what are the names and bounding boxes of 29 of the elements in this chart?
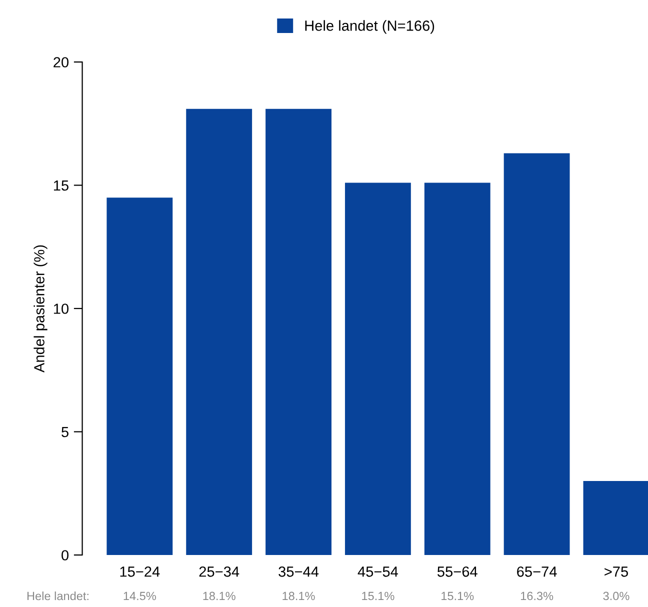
data-label: 3.0% — [603, 592, 630, 600]
y-tick-label: 10 — [54, 304, 69, 314]
data-label: 18.1% — [203, 592, 236, 600]
x-tick-label: 15−24 — [120, 566, 160, 577]
data-label: 18.1% — [282, 592, 315, 600]
bar — [344, 182, 411, 555]
x-tick-label: >75 — [604, 566, 628, 577]
x-tick-label: 45−54 — [358, 566, 398, 577]
bar — [186, 108, 252, 555]
y-tick-label: 5 — [62, 427, 68, 438]
data-label: 15.1% — [442, 592, 474, 600]
data-label: 14.5% — [124, 592, 156, 600]
x-tick-label: 25−34 — [199, 566, 240, 577]
y-tick-label: 0 — [62, 550, 69, 560]
x-tick-label: 55−64 — [437, 566, 478, 577]
x-tick-label: 65−74 — [517, 566, 557, 577]
bar — [504, 153, 570, 555]
bar — [106, 198, 173, 555]
y-axis-title: Andel pasienter (%) — [34, 245, 48, 373]
bar — [266, 108, 332, 555]
x-tick-label: 35−44 — [278, 566, 319, 577]
data-label: 15.1% — [362, 592, 394, 600]
data-label: 16.3% — [520, 592, 554, 600]
y-tick-label: 20 — [54, 57, 69, 68]
bar — [583, 481, 648, 555]
y-tick-label: 15 — [54, 180, 68, 191]
bar — [424, 182, 490, 555]
legend-label: Hele landet (N=166) — [305, 20, 434, 34]
text: Hele landet: — [27, 591, 88, 600]
